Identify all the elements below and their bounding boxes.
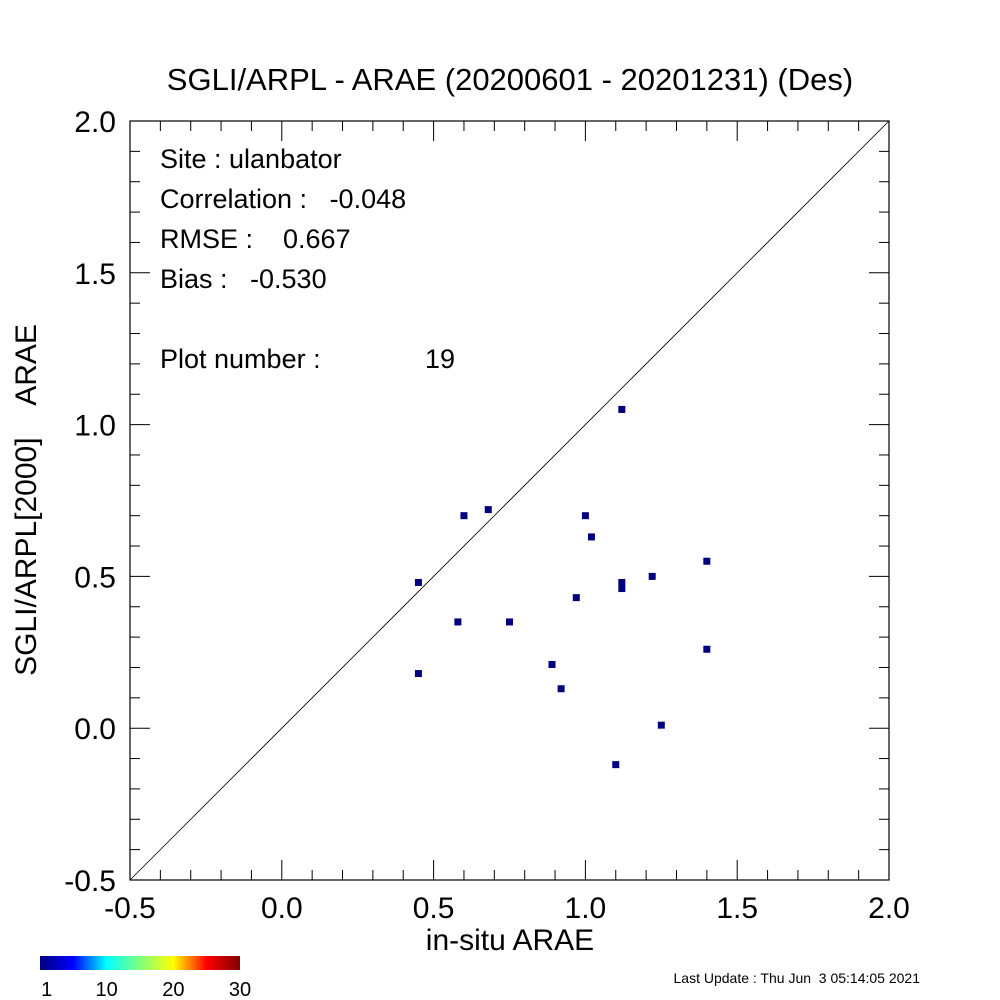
data-point xyxy=(618,585,626,593)
data-point xyxy=(581,512,589,520)
last-update-text: Last Update : Thu Jun 3 05:14:05 2021 xyxy=(674,970,921,986)
stat-site: Site : ulanbator xyxy=(160,144,342,174)
data-point xyxy=(548,660,556,668)
data-point xyxy=(454,618,462,626)
data-point xyxy=(648,572,656,580)
chart-title: SGLI/ARPL - ARAE (20200601 - 20201231) (… xyxy=(167,62,853,97)
colorbar-label: 20 xyxy=(162,979,184,1000)
data-point xyxy=(557,685,565,693)
data-point xyxy=(506,618,513,626)
data-point xyxy=(484,506,492,514)
stat-plot-number-value: 19 xyxy=(425,344,455,374)
plot-frame xyxy=(129,120,890,881)
y-axis-title: SGLI/ARPL[2000] ARAE xyxy=(10,324,43,676)
y-tick-label: 0.0 xyxy=(74,713,116,746)
data-points xyxy=(414,405,711,769)
data-point xyxy=(618,578,626,586)
data-point xyxy=(703,645,711,653)
data-point xyxy=(414,670,422,678)
stat-correlation: Correlation : -0.048 xyxy=(160,184,406,214)
x-axis-title: in-situ ARAE xyxy=(426,924,594,957)
y-tick-label: 2.0 xyxy=(74,106,116,139)
stat-plot-number-label: Plot number : xyxy=(160,344,321,374)
data-point xyxy=(460,512,468,520)
colorbar-label: 30 xyxy=(229,979,251,1000)
axis-tick-labels: -0.5 0.0 0.5 1.0 1.5 2.0 -0.5 0.0 0.5 1.0 1.5 2.0 xyxy=(64,106,910,925)
x-tick-label: 2.0 xyxy=(868,892,910,925)
y-tick-label: 1.0 xyxy=(74,410,116,443)
colorbar-label: 1 xyxy=(41,979,52,1000)
data-point xyxy=(657,721,665,729)
colorbar xyxy=(40,956,240,970)
data-point xyxy=(612,761,620,769)
x-tick-label: 1.0 xyxy=(565,892,607,925)
data-point xyxy=(572,594,580,602)
data-point xyxy=(703,557,711,565)
colorbar-label: 10 xyxy=(96,979,118,1000)
data-point xyxy=(587,533,595,541)
x-tick-label: 0.5 xyxy=(413,892,455,925)
stat-rmse: RMSE : 0.667 xyxy=(160,224,351,254)
data-point xyxy=(414,578,422,586)
stat-bias: Bias : -0.530 xyxy=(160,264,327,294)
y-tick-label: 0.5 xyxy=(74,561,116,594)
one-to-one-line xyxy=(129,120,890,881)
x-tick-label: -0.5 xyxy=(104,892,156,925)
x-tick-label: 0.0 xyxy=(261,892,303,925)
y-tick-label: -0.5 xyxy=(64,865,116,898)
colorbar-labels: 1 10 20 30 xyxy=(41,979,251,1000)
data-point xyxy=(618,405,626,413)
x-tick-label: 1.5 xyxy=(716,892,758,925)
y-tick-label: 1.5 xyxy=(74,258,116,291)
